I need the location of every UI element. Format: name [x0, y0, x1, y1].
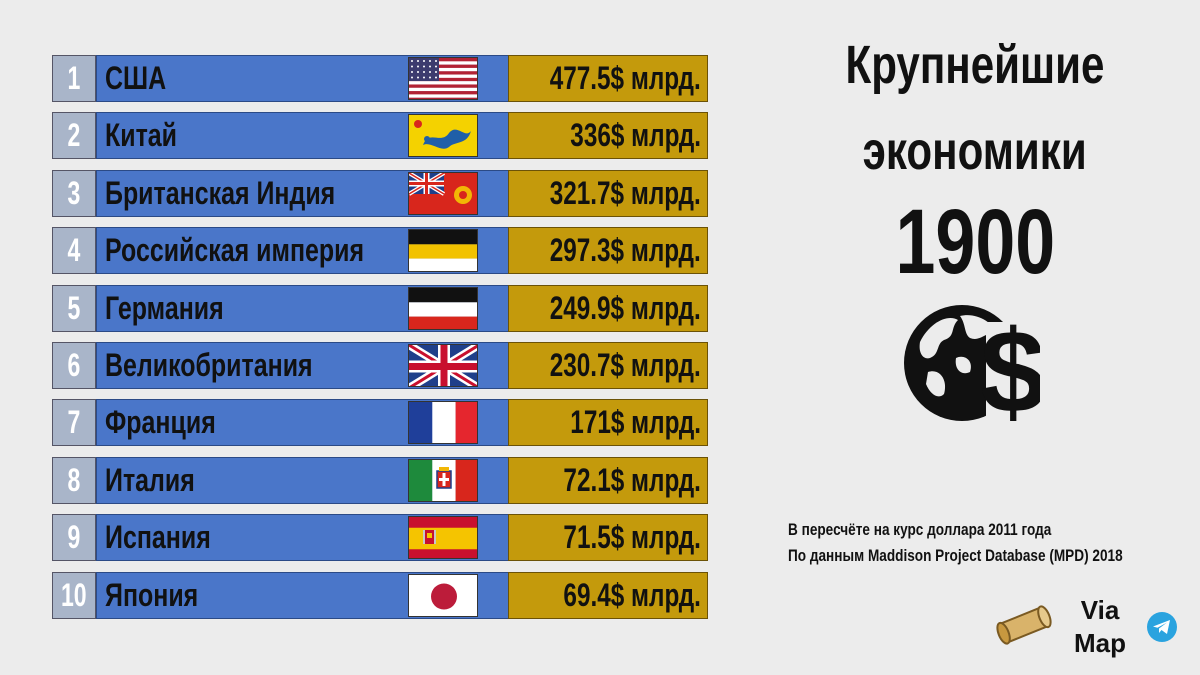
table-row: Российская империя 297.3$ млрд. 4 [52, 227, 708, 275]
rank-cell: 7 [52, 399, 96, 447]
country-name-cell: Российская империя [96, 227, 562, 275]
country-name-cell: Британская Индия [96, 169, 562, 217]
value-cell: 297.3$ млрд. [508, 227, 708, 275]
qing-china-flag-icon [408, 114, 478, 158]
table-row: Великобритания 230.7$ млрд. 6 [52, 341, 708, 389]
rank-cell: 10 [52, 571, 96, 619]
kingdom-italy-flag-icon [408, 458, 478, 502]
rank-cell: 8 [52, 456, 96, 504]
rank-cell: 1 [52, 55, 96, 102]
table-row: Италия 72.1$ млрд. 8 [52, 456, 708, 504]
france-flag-icon [408, 401, 478, 445]
title-line-1: Крупнейшие [845, 35, 1105, 95]
telegram-icon[interactable] [1146, 611, 1178, 643]
rank-cell: 5 [52, 284, 96, 332]
value-cell: 477.5$ млрд. [508, 55, 708, 102]
globe-dollar-icon: $ [904, 305, 1040, 424]
russian-empire-flag-icon [408, 229, 478, 273]
japan-flag-icon [408, 573, 478, 617]
rank-cell: 9 [52, 514, 96, 562]
spain-flag-icon [408, 516, 478, 560]
rank-cell: 4 [52, 227, 96, 275]
table-row: США 477.5$ млрд. 1 [52, 55, 708, 102]
table-row: Франция 171$ млрд. 7 [52, 399, 708, 447]
rank-cell: 2 [52, 112, 96, 160]
british-india-flag-icon [408, 171, 478, 215]
german-empire-flag-icon [408, 286, 478, 330]
table-row: Германия 249.9$ млрд. 5 [52, 284, 708, 332]
brand-line-2: Map [1074, 628, 1126, 658]
title-line-2: экономики [862, 121, 1088, 181]
rank-cell: 6 [52, 341, 96, 389]
note-exchange-rate: В пересчёте на курс доллара 2011 года [788, 520, 1052, 539]
country-name-cell: Германия [96, 284, 562, 332]
country-name-cell: Италия [96, 456, 562, 504]
table-row: Китай 336$ млрд. 2 [52, 112, 708, 160]
note-source: По данным Maddison Project Database (MPD… [788, 546, 1123, 565]
value-cell: 336$ млрд. [508, 112, 708, 160]
value-cell: 249.9$ млрд. [508, 284, 708, 332]
table-row: Британская Индия 321.7$ млрд. 3 [52, 169, 708, 217]
ranking-table: США 477.5$ млрд. 1 Китай 336$ млрд. 2 Британск… [52, 55, 708, 629]
country-name-cell: Китай [96, 112, 562, 160]
country-name-cell: США [96, 55, 562, 102]
value-cell: 230.7$ млрд. [508, 341, 708, 389]
table-row: Япония 69.4$ млрд. 10 [52, 571, 708, 619]
country-name-cell: Япония [96, 571, 562, 619]
value-cell: 69.4$ млрд. [508, 571, 708, 619]
brand-line-1: Via [1080, 595, 1120, 625]
svg-text:$: $ [980, 306, 1040, 424]
table-row: Испания 71.5$ млрд. 9 [52, 514, 708, 562]
value-cell: 71.5$ млрд. [508, 514, 708, 562]
uk-flag-icon [408, 343, 478, 387]
rank-cell: 3 [52, 169, 96, 217]
usa-flag-icon [408, 57, 478, 100]
value-cell: 72.1$ млрд. [508, 456, 708, 504]
country-name-cell: Франция [96, 399, 562, 447]
value-cell: 171$ млрд. [508, 399, 708, 447]
country-name-cell: Великобритания [96, 341, 562, 389]
title-year: 1900 [895, 191, 1055, 293]
country-name-cell: Испания [96, 514, 562, 562]
value-cell: 321.7$ млрд. [508, 169, 708, 217]
scroll-icon [996, 605, 1052, 645]
